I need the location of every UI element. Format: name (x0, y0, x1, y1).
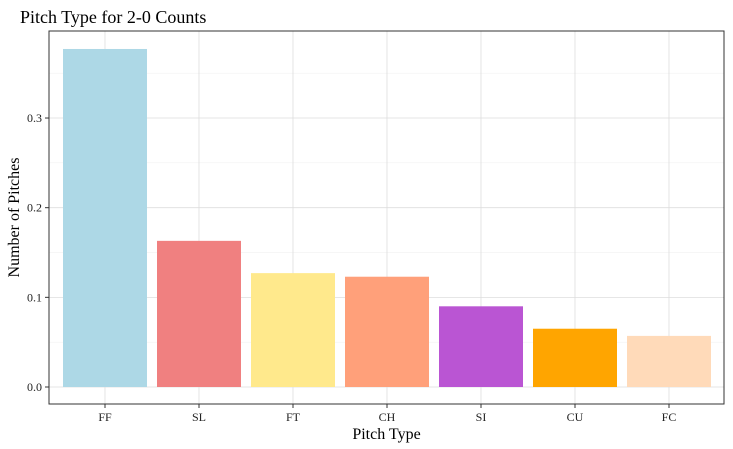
bar-ft (251, 273, 335, 387)
bars (63, 48, 711, 387)
x-axis-title: Pitch Type (352, 426, 420, 443)
x-axis: FF SL FT CH SI CU FC (98, 404, 676, 424)
y-axis-title: Number of Pitches (6, 158, 23, 278)
x-tick-label: FF (98, 410, 112, 424)
y-tick-label: 0.0 (27, 380, 42, 394)
x-tick-label: SI (476, 410, 487, 424)
x-tick-label: CU (567, 410, 584, 424)
bar-cu (533, 328, 617, 387)
x-tick-label: FT (286, 410, 301, 424)
bar-fc (627, 335, 711, 387)
y-tick-label: 0.1 (27, 290, 42, 304)
y-tick-label: 0.3 (27, 111, 42, 125)
x-tick-label: SL (192, 410, 206, 424)
x-tick-label: FC (662, 410, 677, 424)
bar-ff (63, 48, 147, 387)
y-axis: 0.0 0.1 0.2 0.3 (27, 111, 49, 394)
y-tick-label: 0.2 (27, 201, 42, 215)
bar-sl (157, 240, 241, 387)
bar-ch (345, 276, 429, 387)
bar-si (439, 306, 523, 387)
chart-title: Pitch Type for 2-0 Counts (20, 7, 206, 27)
x-tick-label: CH (379, 410, 396, 424)
